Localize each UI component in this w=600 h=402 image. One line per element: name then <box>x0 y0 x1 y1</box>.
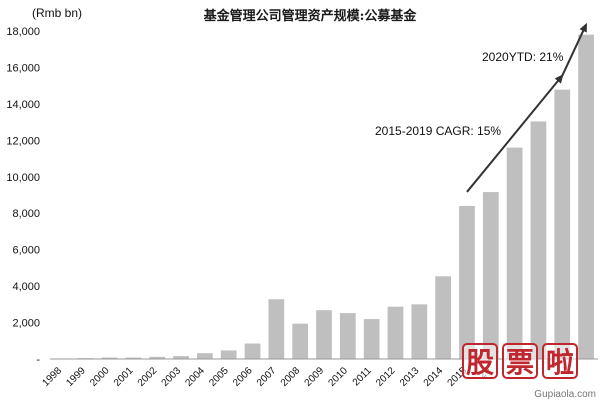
y-tick-label: 8,000 <box>12 208 40 220</box>
y-tick-label: 14,000 <box>6 99 40 111</box>
x-tick-label: 1998 <box>41 365 65 389</box>
y-tick-label: 2,000 <box>12 318 40 330</box>
x-tick-label: 2010 <box>326 365 350 389</box>
bar-series <box>54 34 594 360</box>
watermark-char: 股 <box>466 346 494 379</box>
y-tick-label: 12,000 <box>6 135 40 147</box>
x-tick-label: 2007 <box>255 365 279 389</box>
cagr-annotation-label: 2015-2019 CAGR: 15% <box>375 124 501 138</box>
bar-2007 <box>268 299 285 359</box>
bar-2009 <box>316 310 332 359</box>
bar-2003 <box>173 356 189 359</box>
bar-2013 <box>411 304 428 359</box>
x-tick-label: 2013 <box>398 365 422 389</box>
bar-2012 <box>387 306 404 359</box>
watermark-char: 啦 <box>546 346 574 379</box>
bar-2019 <box>554 89 571 360</box>
y-tick-label: 16,000 <box>6 62 40 74</box>
bar-2015 <box>459 205 475 359</box>
y-axis-ticks: - 2,000 4,000 6,000 8,000 10,000 12,000 14,000 1… <box>6 26 40 366</box>
x-tick-label: 2011 <box>351 365 374 388</box>
bar-2001 <box>125 357 142 359</box>
x-tick-label: 2000 <box>88 365 112 389</box>
x-tick-label: 2012 <box>374 365 398 389</box>
watermark-logo: 股票啦 Gupiaola.com <box>462 343 596 400</box>
y-tick-label: 18,000 <box>6 26 40 38</box>
watermark-badge <box>542 343 578 379</box>
x-tick-label: 1999 <box>64 365 88 389</box>
watermark-char: 票 <box>506 346 534 379</box>
y-axis-unit-label: (Rmb bn) <box>32 6 82 20</box>
bar-2000 <box>101 357 118 359</box>
bar-2010 <box>339 313 356 359</box>
watermark-badge <box>462 343 498 379</box>
trend-annotations: 2015-2019 CAGR: 15% 2020YTD: 21% <box>375 22 587 193</box>
bar-2016 <box>482 192 499 359</box>
x-tick-label: 2006 <box>231 365 255 389</box>
x-tick-label: 2005 <box>207 365 231 389</box>
ytd-arrow <box>561 22 587 77</box>
y-tick-label: 4,000 <box>12 281 40 293</box>
bar-2005 <box>220 350 237 359</box>
x-tick-label: 2002 <box>136 365 160 389</box>
x-tick-label: 2003 <box>160 365 184 389</box>
x-tick-label: 2008 <box>279 365 303 389</box>
y-tick-label: 6,000 <box>12 245 40 257</box>
watermark-url: Gupiaola.com <box>534 389 596 400</box>
bar-2004 <box>197 353 213 359</box>
x-tick-label: 2009 <box>303 365 327 389</box>
bar-2014 <box>435 276 451 359</box>
cagr-arrow <box>466 74 564 193</box>
ytd-annotation-label: 2020YTD: 21% <box>482 50 564 64</box>
x-tick-label: 2004 <box>183 365 207 389</box>
watermark-badge <box>502 343 538 379</box>
chart-title: 基金管理公司管理资产规模:公募基金 <box>203 8 418 24</box>
x-axis-ticks: 1998 1999 2000 2001 2002 2003 2004 2005 2006 2007… <box>41 365 494 389</box>
bar-2018 <box>530 121 547 359</box>
bar-2006 <box>244 343 261 359</box>
x-tick-label: 2001 <box>112 365 136 389</box>
y-tick-label: - <box>36 354 40 366</box>
bar-2020YTD <box>578 34 594 360</box>
y-tick-label: 10,000 <box>6 172 40 184</box>
bar-2017 <box>506 147 523 359</box>
bar-2008 <box>292 323 309 359</box>
x-tick-label: 2014 <box>422 365 446 389</box>
bar-2002 <box>149 356 166 359</box>
bar-2011 <box>363 319 380 359</box>
